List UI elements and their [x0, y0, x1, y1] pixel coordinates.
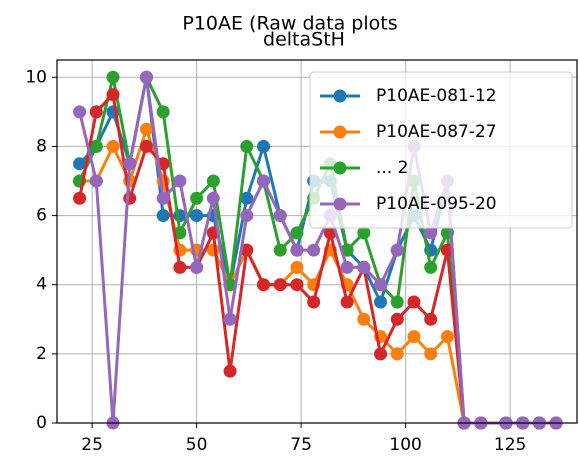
point: [206, 174, 220, 188]
legend-marker: [333, 161, 347, 175]
y-tick-label: 2: [36, 344, 47, 364]
point: [256, 174, 270, 188]
point: [240, 243, 254, 257]
point: [73, 105, 87, 119]
point: [240, 191, 254, 205]
point: [123, 191, 137, 205]
point: [307, 295, 321, 309]
legend-label: P10AE-081-12: [376, 86, 497, 106]
x-tick-label: 50: [186, 435, 208, 455]
point: [407, 330, 421, 344]
point: [190, 260, 204, 274]
point: [256, 278, 270, 292]
point: [223, 364, 237, 378]
point: [73, 191, 87, 205]
point: [290, 260, 304, 274]
point: [307, 243, 321, 257]
y-tick-label: 0: [36, 413, 47, 433]
legend-label: ... 2: [376, 158, 408, 178]
legend-box: [309, 71, 573, 229]
point: [190, 209, 204, 223]
point: [106, 70, 120, 84]
x-tick-label: 100: [389, 435, 421, 455]
legend-marker: [333, 89, 347, 103]
point: [390, 243, 404, 257]
point: [123, 157, 137, 171]
point: [256, 139, 270, 153]
point: [156, 105, 170, 119]
point: [73, 157, 87, 171]
point: [424, 226, 438, 240]
point: [424, 347, 438, 361]
legend-marker: [333, 197, 347, 211]
point: [273, 209, 287, 223]
x-tick-label: 25: [81, 435, 103, 455]
y-tick-label: 8: [36, 136, 47, 156]
point: [89, 139, 103, 153]
point: [106, 139, 120, 153]
point: [390, 312, 404, 326]
point: [390, 347, 404, 361]
point: [273, 243, 287, 257]
point: [223, 312, 237, 326]
point: [340, 295, 354, 309]
point: [173, 174, 187, 188]
point: [290, 226, 304, 240]
point: [407, 295, 421, 309]
point: [390, 295, 404, 309]
point: [290, 243, 304, 257]
y-tick-label: 4: [36, 275, 47, 295]
y-tick-label: 6: [36, 206, 47, 226]
point: [440, 330, 454, 344]
x-tick-label: 75: [290, 435, 312, 455]
point: [357, 312, 371, 326]
chart-subtitle: deltaStH: [263, 29, 345, 51]
point: [89, 105, 103, 119]
point: [173, 226, 187, 240]
point: [240, 139, 254, 153]
point: [273, 278, 287, 292]
point: [374, 278, 388, 292]
x-tick-label: 125: [494, 435, 526, 455]
point: [156, 191, 170, 205]
point: [374, 295, 388, 309]
chart-title: P10AE (Raw data plots: [182, 13, 397, 35]
point: [357, 260, 371, 274]
point: [340, 260, 354, 274]
point: [173, 260, 187, 274]
point: [290, 278, 304, 292]
point: [206, 191, 220, 205]
point: [190, 191, 204, 205]
point: [139, 70, 153, 84]
point: [424, 260, 438, 274]
point: [424, 312, 438, 326]
point: [240, 209, 254, 223]
point: [156, 209, 170, 223]
point: [89, 174, 103, 188]
point: [139, 139, 153, 153]
point: [106, 88, 120, 102]
plot-frame: [56, 59, 578, 424]
legend-label: P10AE-095-20: [376, 194, 497, 214]
legend-marker: [333, 125, 347, 139]
point: [139, 122, 153, 136]
point: [357, 226, 371, 240]
y-tick-label: 10: [25, 67, 47, 87]
legend-label: P10AE-087-27: [376, 122, 497, 142]
point: [374, 347, 388, 361]
